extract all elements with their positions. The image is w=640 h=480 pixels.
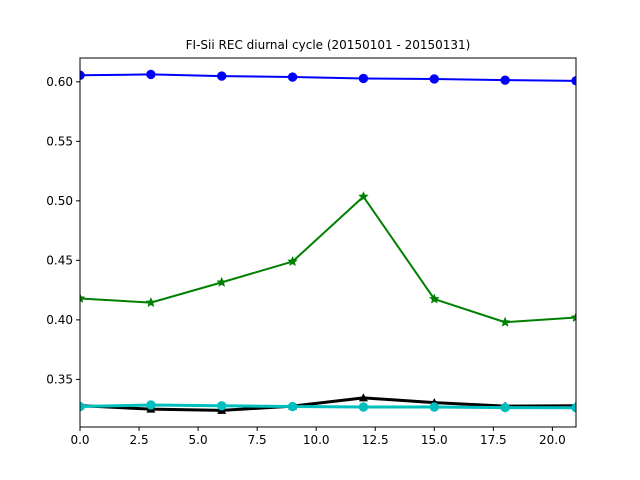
data-point <box>146 400 156 410</box>
data-point <box>429 74 439 84</box>
data-point <box>216 276 228 287</box>
y-tick-label: 0.60 <box>46 75 73 89</box>
data-point <box>500 75 510 85</box>
series-line <box>80 396 576 412</box>
data-point <box>145 296 157 308</box>
data-point <box>500 402 510 413</box>
x-tick-label: 5.0 <box>189 433 208 447</box>
data-point <box>499 316 511 327</box>
series-line <box>80 403 576 410</box>
data-point <box>428 293 440 304</box>
y-tick-label: 0.50 <box>46 194 73 208</box>
y-axis: 0.35 0.40 0.45 0.50 0.55 0.60 <box>46 75 80 386</box>
series-group <box>80 69 576 414</box>
y-tick-label: 0.35 <box>46 372 73 386</box>
plot-frame <box>79 57 577 428</box>
data-point <box>358 402 369 412</box>
x-axis: 0.0 2.5 5.0 7.5 10.0 12.5 15.0 17.5 20.0 <box>70 427 566 447</box>
y-tick-label: 0.45 <box>46 253 73 267</box>
data-point <box>358 73 369 84</box>
x-tick-label: 15.0 <box>421 433 448 447</box>
data-point <box>287 255 298 267</box>
data-point <box>217 71 227 81</box>
x-tick-label: 12.5 <box>362 433 389 447</box>
x-tick-label: 2.5 <box>130 433 149 447</box>
x-tick-label: 17.5 <box>480 433 507 447</box>
data-point <box>287 401 298 412</box>
series-line <box>80 195 576 324</box>
data-point <box>358 190 369 202</box>
x-tick-label: 10.0 <box>303 433 330 447</box>
data-point <box>287 72 298 82</box>
x-tick-label: 7.5 <box>248 433 267 447</box>
data-point <box>570 311 576 323</box>
data-point <box>146 69 156 80</box>
data-point <box>429 402 439 412</box>
series-line <box>80 73 576 82</box>
x-tick-label: 0.0 <box>70 433 89 447</box>
y-tick-label: 0.40 <box>46 313 73 327</box>
series-1 <box>80 69 576 86</box>
series-2 <box>80 190 576 327</box>
chart-title: FI-Sii REC diurnal cycle (20150101 - 201… <box>186 38 471 52</box>
y-tick-label: 0.55 <box>46 134 73 148</box>
data-point <box>358 393 368 402</box>
data-point <box>217 401 227 411</box>
x-tick-label: 20.0 <box>539 433 566 447</box>
data-point <box>80 292 86 304</box>
series-4 <box>80 400 576 413</box>
